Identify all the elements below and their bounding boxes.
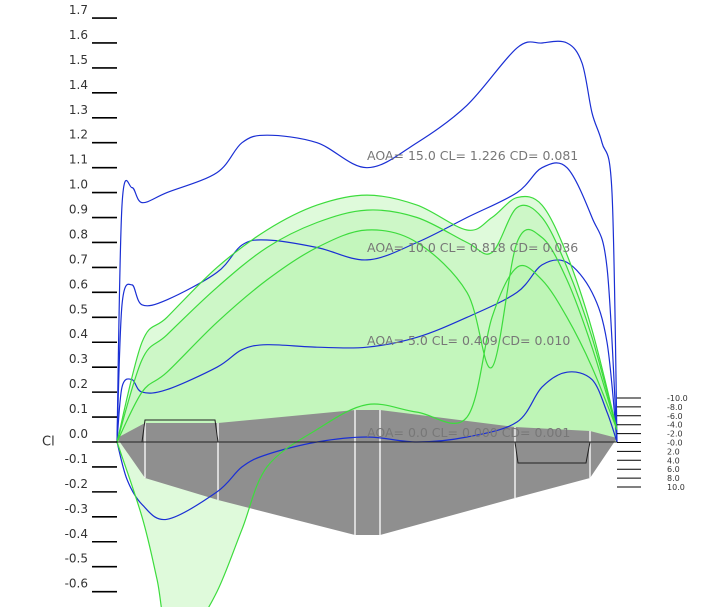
y-tick-label: 0.4 (69, 327, 88, 341)
y-tick-label: 1.5 (69, 53, 88, 67)
y-tick-label: 0.5 (69, 302, 88, 316)
y-tick-label: 0.9 (69, 203, 88, 217)
aoa-annotation: AOA= 5.0 CL= 0.409 CD= 0.010 (367, 333, 570, 348)
flap-outline (514, 441, 591, 464)
secondary-tick-label: 10.0 (667, 483, 685, 492)
green-fill-layer (117, 195, 617, 607)
flap-outline (141, 419, 219, 443)
secondary-tick-label: -6.0 (667, 412, 683, 421)
series-line-aoa-5 (116, 228, 618, 443)
y-tick-label: -0.5 (65, 552, 88, 566)
secondary-tick-label: 8.0 (667, 474, 680, 483)
series-line-aoa-0 (116, 264, 618, 607)
secondary-tick-label: 4.0 (667, 456, 680, 465)
series-line-aoa-0 (116, 371, 618, 521)
series-line-aoa-10 (116, 204, 618, 443)
airfoil-section-gray-fill (117, 410, 617, 535)
y-axis: 1.7 1.6 1.5 1.4 1.3 1.2 1.1 1.0 0.9 0.8 0.7 0.6 0.5 0… (65, 3, 117, 593)
y-tick-label: 0.8 (69, 227, 88, 241)
y-tick-label: 0.0 (69, 427, 88, 441)
secondary-tick-scale: -10.0-8.0-6.0-4.0-2.0-0.02.04.06.08.010.… (617, 394, 688, 492)
secondary-tick-label: -2.0 (667, 430, 683, 439)
y-tick-label: -0.2 (65, 477, 88, 491)
series-line-layer (116, 40, 618, 607)
aoa-annotation: AOA= 0.0 CL= 0.000 CD= 0.001 (367, 425, 570, 440)
secondary-tick-label: -4.0 (667, 421, 683, 430)
series-area-aoa-15 (117, 195, 617, 442)
y-tick-label: 1.6 (69, 28, 88, 42)
airfoil-section-shape (117, 410, 617, 535)
y-tick-label: 1.0 (69, 178, 88, 192)
secondary-tick-label: 6.0 (667, 465, 680, 474)
y-tick-label: 0.3 (69, 352, 88, 366)
series-area-aoa-5 (117, 229, 617, 442)
y-tick-label: 1.1 (69, 153, 88, 167)
y-tick-label: 0.2 (69, 377, 88, 391)
y-tick-label: 0.7 (69, 252, 88, 266)
y-tick-label: -0.6 (65, 577, 88, 591)
y-tick-label: 0.1 (69, 402, 88, 416)
y-axis-label: Cl (42, 435, 55, 450)
y-tick-label: 1.3 (69, 103, 88, 117)
aoa-annotation: AOA= 10.0 CL= 0.818 CD= 0.036 (367, 240, 578, 255)
series-line-aoa-10 (116, 162, 618, 443)
series-line-aoa-15 (116, 194, 618, 443)
series-line-aoa-15 (116, 40, 618, 443)
secondary-tick-label: -8.0 (667, 403, 683, 412)
y-tick-label: -0.4 (65, 527, 88, 541)
series-area-aoa-10 (117, 205, 617, 442)
y-tick-label: -0.3 (65, 502, 88, 516)
y-tick-label: 0.6 (69, 277, 88, 291)
annotation-layer: AOA= 15.0 CL= 1.226 CD= 0.081 AOA= 10.0 C… (367, 148, 578, 440)
y-tick-label: 1.2 (69, 128, 88, 142)
secondary-tick-label: -10.0 (667, 394, 688, 403)
aoa-annotation: AOA= 15.0 CL= 1.226 CD= 0.081 (367, 148, 578, 163)
y-tick-label: 1.7 (69, 3, 88, 17)
secondary-tick-label: 2.0 (667, 447, 680, 456)
y-tick-label: -0.1 (65, 452, 88, 466)
y-tick-label: 1.4 (69, 78, 88, 92)
secondary-tick-label: -0.0 (667, 439, 683, 448)
